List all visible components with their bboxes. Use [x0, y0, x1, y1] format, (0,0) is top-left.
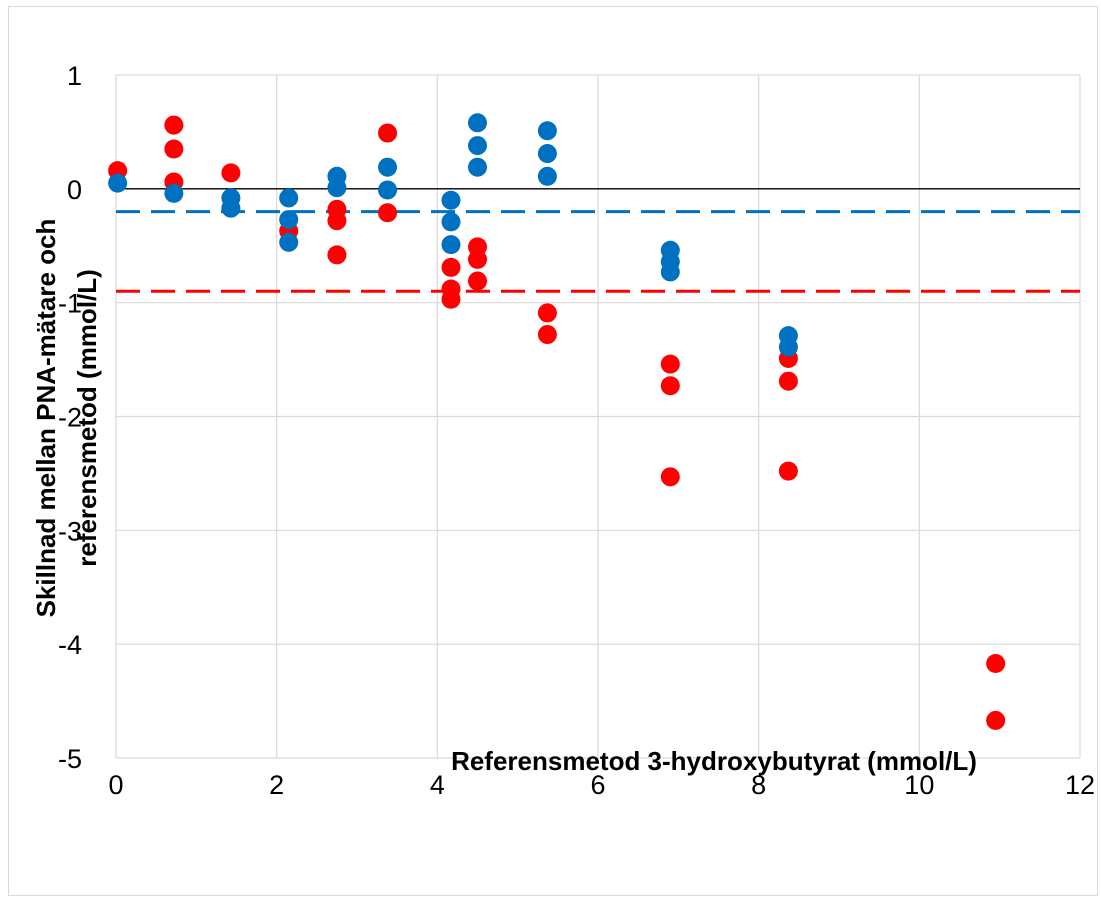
red-data-point — [164, 115, 184, 135]
blue-data-point — [378, 180, 398, 200]
y-tick-label: -4 — [58, 630, 82, 660]
y-tick-label: 1 — [67, 61, 82, 91]
x-tick-label: 0 — [108, 770, 123, 800]
red-data-point — [164, 139, 184, 159]
y-tick-label: -5 — [58, 744, 82, 774]
red-data-point — [537, 303, 557, 323]
y-tick-label: -2 — [58, 403, 82, 433]
data-points — [108, 113, 1006, 730]
y-tick-label: 0 — [67, 175, 82, 205]
x-axis-ticks: 0 2 4 6 8 10 12 — [108, 770, 1095, 800]
red-data-point — [778, 371, 798, 391]
blue-data-point — [537, 121, 557, 141]
red-data-point — [778, 461, 798, 481]
red-data-point — [660, 467, 680, 487]
blue-data-point — [441, 190, 461, 210]
red-data-point — [468, 249, 487, 269]
y-axis-title-line1: Skillnad mellan PNA-mätare och — [31, 219, 61, 618]
gridlines — [115, 74, 1081, 759]
red-data-point — [986, 710, 1006, 730]
x-tick-label: 2 — [269, 770, 284, 800]
x-axis-title: Referensmetod 3-hydroxybutyrat (mmol/L) — [451, 746, 977, 776]
blue-data-point — [660, 262, 680, 282]
y-tick-label: -1 — [58, 289, 82, 319]
red-data-point — [221, 163, 241, 183]
red-data-point — [378, 123, 398, 143]
y-tick-label: -3 — [58, 516, 82, 546]
x-tick-label: 12 — [1065, 770, 1095, 800]
red-data-point — [468, 271, 487, 291]
blue-data-point — [327, 178, 347, 198]
blue-data-point — [279, 210, 299, 230]
red-data-point — [327, 211, 347, 231]
x-tick-label: 4 — [430, 770, 445, 800]
red-data-point — [441, 257, 461, 277]
red-data-point — [986, 654, 1006, 674]
y-axis-ticks: 1 0 -1 -2 -3 -4 -5 — [58, 61, 82, 774]
blue-data-point — [279, 188, 299, 208]
red-data-point — [660, 354, 680, 374]
red-data-point — [660, 376, 680, 396]
blue-data-point — [778, 337, 798, 357]
blue-data-point — [468, 157, 487, 177]
blue-data-point — [378, 157, 398, 177]
blue-data-point — [221, 198, 241, 218]
blue-data-point — [108, 173, 128, 193]
blue-data-point — [537, 144, 557, 164]
blue-data-point — [279, 232, 299, 252]
x-tick-label: 6 — [590, 770, 605, 800]
blue-data-point — [441, 212, 461, 232]
red-data-point — [441, 289, 461, 309]
blue-data-point — [164, 183, 184, 203]
red-data-point — [327, 245, 347, 265]
red-data-point — [537, 325, 557, 345]
blue-data-point — [468, 136, 487, 156]
blue-data-point — [468, 113, 487, 133]
reference-lines — [116, 188, 1080, 293]
x-tick-label: 10 — [904, 770, 934, 800]
blue-data-point — [441, 235, 461, 255]
x-tick-label: 8 — [751, 770, 766, 800]
blue-data-point — [537, 166, 557, 186]
y-axis-title-line2: referensmetod (mmol/L) — [72, 269, 102, 567]
red-data-point — [378, 203, 398, 223]
